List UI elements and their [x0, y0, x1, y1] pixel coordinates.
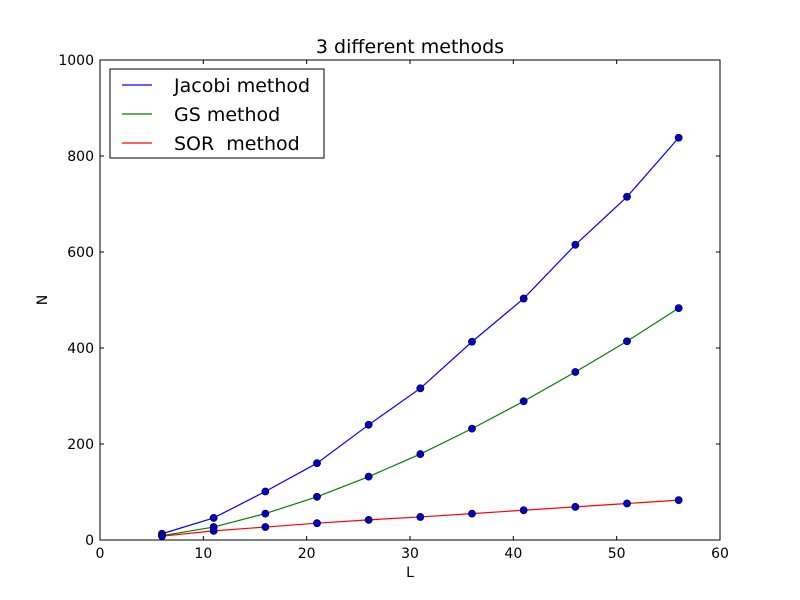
data-point-1	[623, 337, 631, 346]
data-point-1	[571, 368, 580, 376]
data-point-1	[674, 304, 683, 313]
data-point-0	[364, 420, 373, 429]
x-tick-label: 20	[298, 546, 316, 562]
data-point-1	[261, 509, 270, 518]
y-axis-label: N	[35, 295, 51, 305]
data-point-2	[468, 509, 476, 518]
data-point-0	[416, 384, 425, 393]
data-point-2	[674, 496, 683, 505]
y-tick-label: 600	[67, 245, 94, 261]
data-point-2	[209, 526, 218, 535]
data-point-0	[209, 514, 218, 522]
data-point-0	[623, 192, 631, 201]
data-point-2	[519, 506, 528, 515]
data-point-0	[313, 459, 321, 468]
y-tick-label: 200	[67, 437, 94, 453]
data-point-1	[416, 450, 425, 458]
data-point-1	[313, 492, 321, 501]
x-tick-label: 60	[711, 546, 729, 562]
data-point-0	[674, 133, 683, 142]
y-tick-label: 400	[67, 341, 94, 357]
data-point-1	[468, 424, 476, 433]
data-point-2	[571, 502, 580, 511]
x-tick-label: 0	[96, 546, 105, 562]
y-tick-label: 800	[67, 149, 94, 165]
x-tick-label: 30	[401, 546, 419, 562]
legend: Jacobi method GS method SOR method	[109, 68, 325, 159]
x-tick-label: 40	[504, 546, 522, 562]
x-tick-label: 50	[608, 546, 626, 562]
data-point-2	[313, 519, 321, 528]
legend-label-0: Jacobi method	[173, 75, 310, 97]
data-point-1	[364, 472, 373, 481]
data-point-2	[261, 523, 270, 531]
legend-label-2: SOR method	[174, 133, 300, 155]
data-point-0	[261, 487, 270, 496]
legend-label-1: GS method	[174, 104, 280, 126]
data-point-1	[519, 397, 528, 406]
y-tick-label: 0	[85, 533, 94, 549]
x-tick-label: 10	[194, 546, 212, 562]
chart-title: 3 different methods	[316, 36, 504, 58]
data-point-0	[519, 294, 528, 303]
data-point-0	[571, 240, 580, 249]
data-point-2	[364, 515, 373, 524]
y-tick-label: 1000	[58, 53, 94, 69]
data-point-2	[623, 499, 631, 508]
data-point-2	[158, 532, 166, 541]
x-axis-label: L	[406, 565, 414, 581]
data-point-2	[416, 513, 425, 521]
data-point-0	[468, 337, 476, 346]
